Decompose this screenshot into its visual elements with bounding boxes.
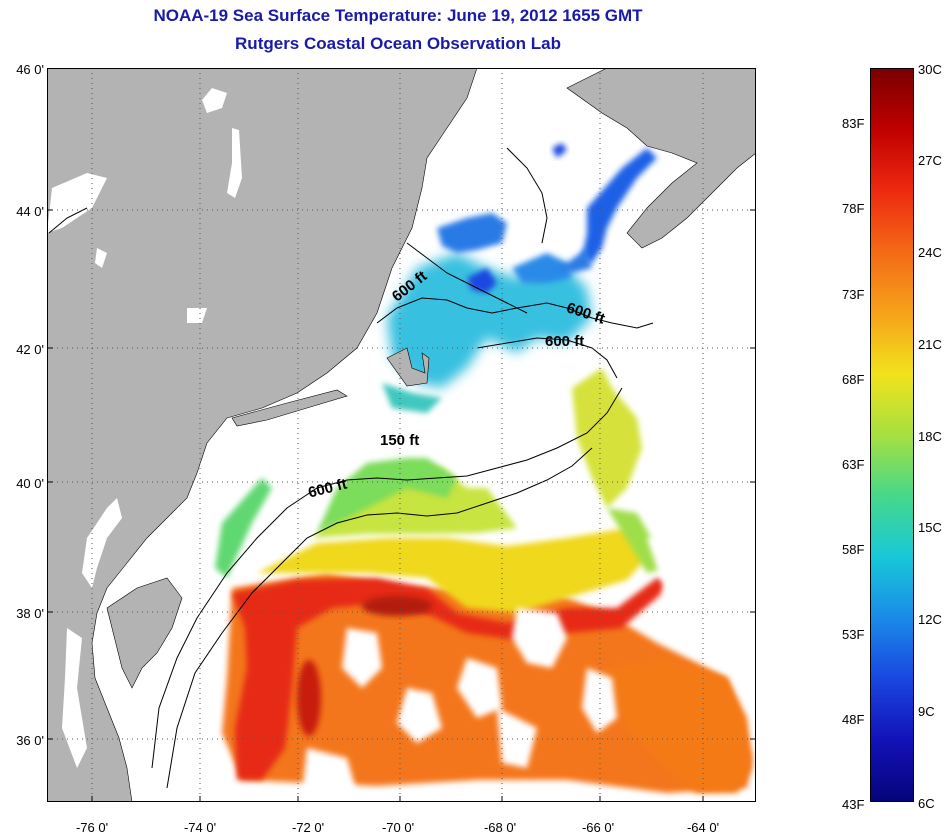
lon-label-74: -74 0' — [183, 820, 217, 835]
lon-label-72: -72 0' — [291, 820, 325, 835]
lat-label-46: 46 0' — [16, 62, 44, 77]
colorbar-f-53: 53F — [842, 627, 865, 642]
contour-label-600ft-channel: 600 ft — [545, 333, 585, 350]
colorbar-f-78: 78F — [842, 201, 865, 216]
lon-label-66: -66 0' — [581, 820, 615, 835]
land — [47, 68, 756, 802]
colorbar-c-6: 6C — [918, 796, 935, 811]
axis-ticks — [47, 209, 756, 802]
grid-lines — [47, 68, 756, 802]
colorbar-c-27: 27C — [918, 153, 942, 168]
lat-label-36: 36 0' — [16, 733, 44, 748]
lon-label-76: -76 0' — [75, 820, 109, 835]
colorbar-c-18: 18C — [918, 429, 942, 444]
lat-label-38: 38 0' — [16, 606, 44, 621]
cloud-gaps — [302, 528, 697, 793]
colorbar-f-58: 58F — [842, 542, 865, 557]
colorbar-f-63: 63F — [842, 457, 865, 472]
colorbar-f-48: 48F — [842, 712, 865, 727]
colorbar-c-24: 24C — [918, 245, 942, 260]
temperature-colorbar — [870, 68, 914, 802]
lat-label-42: 42 0' — [16, 342, 44, 357]
lon-label-64: -64 0' — [686, 820, 720, 835]
lat-label-44: 44 0' — [16, 204, 44, 219]
colorbar-f-68: 68F — [842, 372, 865, 387]
map-frame — [47, 68, 756, 802]
lon-label-70: -70 0' — [381, 820, 415, 835]
lat-label-40: 40 0' — [16, 476, 44, 491]
map-subtitle: Rutgers Coastal Ocean Observation Lab — [235, 34, 561, 53]
sst-map — [47, 68, 756, 802]
bathymetry-contours — [48, 147, 654, 789]
colorbar-f-83: 83F — [842, 116, 865, 131]
colorbar-c-21: 21C — [918, 337, 942, 352]
colorbar-c-12: 12C — [918, 612, 942, 627]
colorbar-c-30: 30C — [918, 62, 942, 77]
colorbar-f-73: 73F — [842, 287, 865, 302]
colorbar-c-9: 9C — [918, 704, 935, 719]
colorbar-c-15: 15C — [918, 520, 942, 535]
lon-label-68: -68 0' — [483, 820, 517, 835]
contour-label-150ft: 150 ft — [380, 432, 420, 449]
map-title: NOAA-19 Sea Surface Temperature: June 19… — [153, 6, 643, 25]
colorbar-f-43: 43F — [842, 797, 865, 812]
